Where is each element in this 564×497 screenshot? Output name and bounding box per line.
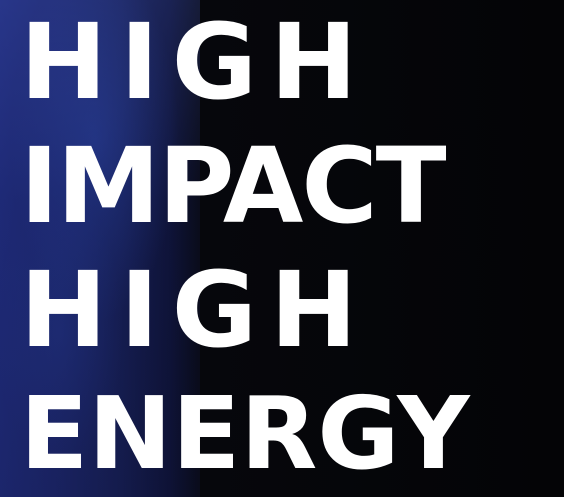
headline-line-2: IMPACT: [20, 125, 447, 247]
headline: HIGH IMPACT HIGH ENERGY: [20, 0, 470, 496]
headline-line-3: HIGH: [20, 249, 371, 371]
blue-light-glow: [0, 0, 200, 497]
headline-line-1: HIGH: [20, 1, 371, 123]
headline-line-4: ENERGY: [20, 375, 470, 492]
